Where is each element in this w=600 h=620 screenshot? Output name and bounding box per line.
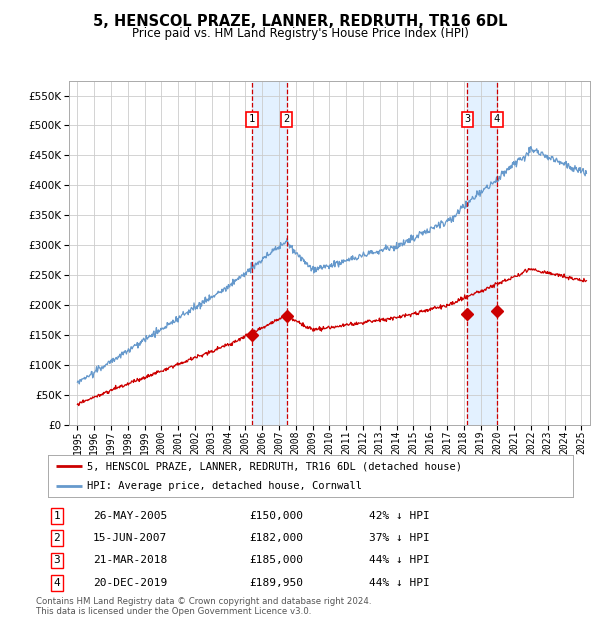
Text: 3: 3 (464, 115, 470, 125)
Text: Price paid vs. HM Land Registry's House Price Index (HPI): Price paid vs. HM Land Registry's House … (131, 27, 469, 40)
Text: 1: 1 (249, 115, 255, 125)
Text: HPI: Average price, detached house, Cornwall: HPI: Average price, detached house, Corn… (88, 481, 362, 491)
Text: £150,000: £150,000 (249, 511, 303, 521)
Text: 15-JUN-2007: 15-JUN-2007 (93, 533, 167, 543)
Text: 4: 4 (53, 578, 61, 588)
Text: Contains HM Land Registry data © Crown copyright and database right 2024.: Contains HM Land Registry data © Crown c… (36, 597, 371, 606)
Text: £189,950: £189,950 (249, 578, 303, 588)
Text: £185,000: £185,000 (249, 556, 303, 565)
Text: 21-MAR-2018: 21-MAR-2018 (93, 556, 167, 565)
Text: 5, HENSCOL PRAZE, LANNER, REDRUTH, TR16 6DL: 5, HENSCOL PRAZE, LANNER, REDRUTH, TR16 … (93, 14, 507, 29)
Text: 4: 4 (494, 115, 500, 125)
Text: 42% ↓ HPI: 42% ↓ HPI (369, 511, 430, 521)
Text: 37% ↓ HPI: 37% ↓ HPI (369, 533, 430, 543)
Text: 5, HENSCOL PRAZE, LANNER, REDRUTH, TR16 6DL (detached house): 5, HENSCOL PRAZE, LANNER, REDRUTH, TR16 … (88, 461, 463, 471)
Text: This data is licensed under the Open Government Licence v3.0.: This data is licensed under the Open Gov… (36, 607, 311, 616)
Text: 3: 3 (53, 556, 61, 565)
Text: 44% ↓ HPI: 44% ↓ HPI (369, 556, 430, 565)
Bar (252, 81, 287, 425)
Text: 1: 1 (53, 511, 61, 521)
Text: 20-DEC-2019: 20-DEC-2019 (93, 578, 167, 588)
Text: 2: 2 (284, 115, 290, 125)
Text: 44% ↓ HPI: 44% ↓ HPI (369, 578, 430, 588)
Text: 26-MAY-2005: 26-MAY-2005 (93, 511, 167, 521)
Bar (467, 81, 497, 425)
Text: £182,000: £182,000 (249, 533, 303, 543)
Text: 2: 2 (53, 533, 61, 543)
